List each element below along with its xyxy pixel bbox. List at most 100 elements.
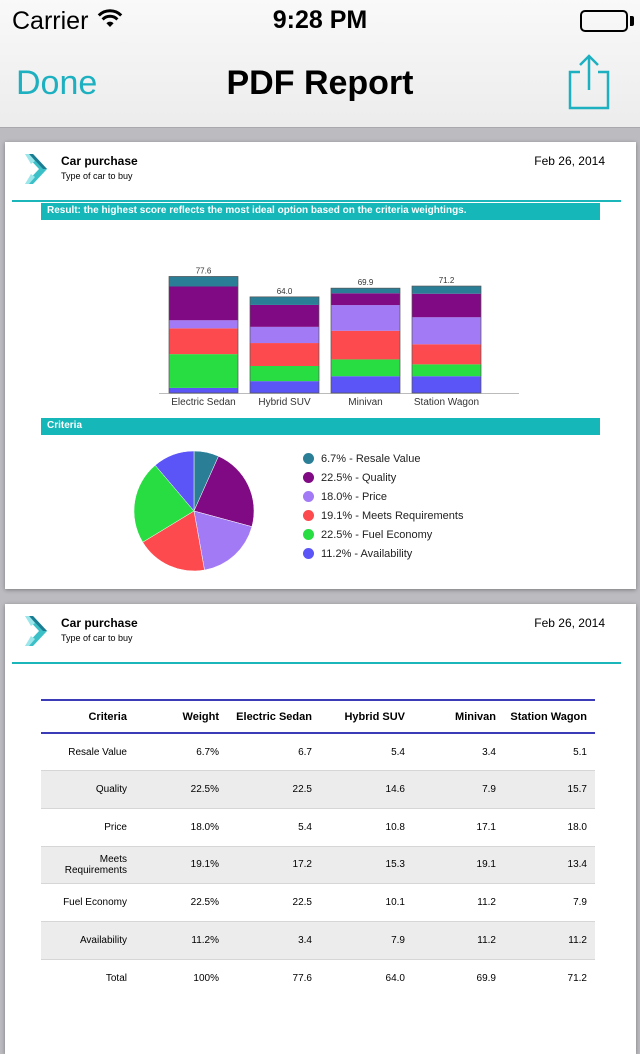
table-cell: 7.9: [504, 883, 595, 922]
table-row: Total 100% 77.6 64.0 69.9 71.2: [41, 959, 595, 997]
table-cell: Availability: [41, 921, 135, 960]
table-row: Quality 22.5% 22.5 14.6 7.9 15.7: [41, 770, 595, 809]
bar-total-label: 71.2: [439, 276, 455, 285]
legend-swatch: [303, 491, 314, 502]
table-row: Resale Value 6.7% 6.7 5.4 3.4 5.1: [41, 733, 595, 772]
table-cell: Price: [41, 808, 135, 847]
bar-segment: [169, 276, 238, 287]
table-cell: Quality: [41, 770, 135, 809]
table-cell: 15.3: [320, 846, 413, 885]
bar-segment: [169, 328, 238, 355]
column-header: Electric Sedan: [227, 699, 320, 734]
bar-segment: [250, 296, 319, 305]
table-cell: 10.1: [320, 883, 413, 922]
table-cell: 3.4: [413, 733, 504, 772]
pie-slice: [193, 455, 255, 527]
done-button[interactable]: Done: [16, 64, 98, 102]
share-icon[interactable]: [566, 52, 612, 110]
bar-segment: [250, 343, 319, 366]
table-cell: 69.9: [413, 959, 504, 997]
pie-slice: [193, 510, 253, 571]
bar-segment: [169, 320, 238, 329]
table-cell: 22.5%: [135, 883, 227, 922]
category-label: Minivan: [348, 397, 382, 408]
table-cell: 7.9: [413, 770, 504, 809]
legend-item: 19.1% - Meets Requirements: [303, 506, 463, 525]
bar-segment: [169, 354, 238, 388]
bar-segment: [331, 359, 400, 377]
legend-label: 19.1% - Meets Requirements: [321, 509, 464, 522]
bar-total-label: 69.9: [358, 278, 374, 287]
wifi-icon: [97, 8, 123, 33]
bar-segment: [412, 344, 481, 365]
legend-item: 22.5% - Quality: [303, 468, 463, 487]
bar-outline: [168, 276, 239, 394]
legend-swatch: [303, 472, 314, 483]
table-cell: 64.0: [320, 959, 413, 997]
bar-segment: [412, 286, 481, 294]
table-cell: 11.2: [413, 921, 504, 960]
category-label: Electric Sedan: [171, 397, 235, 408]
bar-segment: [250, 304, 319, 327]
criteria-banner: Criteria: [41, 418, 600, 435]
table-cell: 71.2: [504, 959, 595, 997]
table-cell: 11.2: [504, 921, 595, 960]
legend-item: 18.0% - Price: [303, 487, 463, 506]
criteria-table: Criteria Weight Electric Sedan Hybrid SU…: [41, 699, 595, 997]
table-cell: 22.5%: [135, 770, 227, 809]
table-cell: Meets Requirements: [41, 846, 135, 885]
legend-label: 18.0% - Price: [321, 490, 388, 503]
clock: 9:28 PM: [272, 6, 368, 34]
criteria-pie-chart: [133, 450, 255, 572]
table-cell: 13.4: [504, 846, 595, 885]
header-divider: [12, 200, 621, 202]
table-cell: 5.1: [504, 733, 595, 772]
bar-segment: [331, 293, 400, 306]
table-cell: 14.6: [320, 770, 413, 809]
table-cell: 6.7: [227, 733, 320, 772]
table-cell: 17.1: [413, 808, 504, 847]
pie-legend: 6.7% - Resale Value 22.5% - Quality 18.0% …: [303, 449, 463, 563]
table-row: Meets Requirements 19.1% 17.2 15.3 19.1 13.4: [41, 846, 595, 885]
report-date: Feb 26, 2014: [534, 154, 605, 168]
bar-segment: [331, 330, 400, 360]
bar-segment: [169, 286, 238, 321]
legend-label: 22.5% - Quality: [321, 471, 397, 484]
navigation-bar: Carrier 9:28 PM Done PDF Report: [0, 0, 640, 128]
table-cell: 3.4: [227, 921, 320, 960]
logo-icon: [23, 152, 51, 191]
category-label: Hybrid SUV: [258, 397, 311, 408]
table-cell: 11.2: [413, 883, 504, 922]
table-cell: Resale Value: [41, 733, 135, 772]
table-cell: 22.5: [227, 883, 320, 922]
pie-slice: [133, 464, 195, 543]
table-row: Price 18.0% 5.4 10.8 17.1 18.0: [41, 808, 595, 847]
table-cell: 10.8: [320, 808, 413, 847]
legend-label: 6.7% - Resale Value: [321, 452, 421, 465]
bar-total-label: 77.6: [196, 266, 212, 275]
bar-outline: [249, 296, 320, 394]
legend-item: 11.2% - Availability: [303, 544, 463, 563]
bar-outline: [330, 287, 401, 394]
table-cell: 7.9: [320, 921, 413, 960]
report-page-1: Car purchase Type of car to buy Feb 26, …: [5, 142, 636, 589]
bar-segment: [412, 376, 481, 393]
table-cell: 5.4: [227, 808, 320, 847]
bar-segment: [331, 288, 400, 294]
table-cell: 6.7%: [135, 733, 227, 772]
legend-swatch: [303, 548, 314, 559]
column-header: Criteria: [41, 699, 135, 734]
bar-segment: [412, 317, 481, 345]
bar-segment: [331, 376, 400, 393]
table-header-row: Criteria Weight Electric Sedan Hybrid SU…: [41, 699, 595, 734]
table-cell: 11.2%: [135, 921, 227, 960]
bar-total-label: 64.0: [277, 287, 293, 296]
table-cell: Fuel Economy: [41, 883, 135, 922]
table-row: Fuel Economy 22.5% 22.5 10.1 11.2 7.9: [41, 883, 595, 922]
bar-segment: [250, 381, 319, 393]
category-label: Station Wagon: [414, 397, 479, 408]
table-cell: 19.1: [413, 846, 504, 885]
legend-item: 22.5% - Fuel Economy: [303, 525, 463, 544]
column-header: Minivan: [413, 699, 504, 734]
legend-swatch: [303, 529, 314, 540]
